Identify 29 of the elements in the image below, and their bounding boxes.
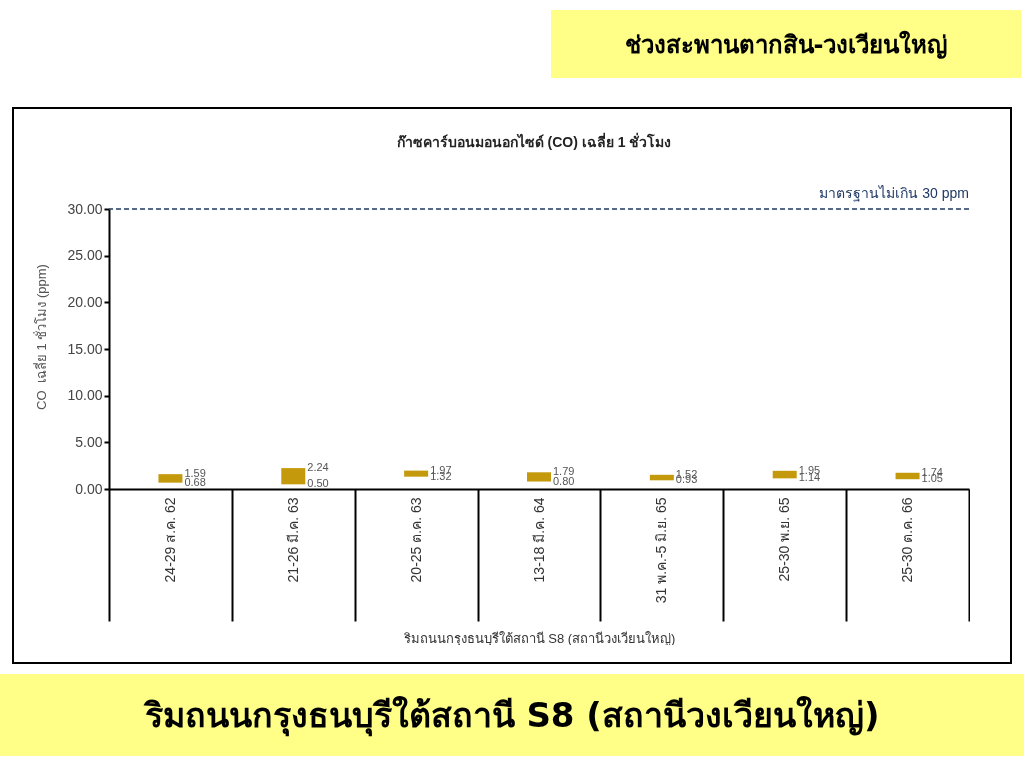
x-tick-label: 24-29 ส.ค. 62: [161, 497, 178, 583]
chart-title: ก๊าซคาร์บอนมอนอกไซด์ (CO) เฉลี่ย 1 ชั่วโมง: [395, 131, 673, 152]
bar: [895, 472, 920, 480]
bar: [772, 470, 797, 479]
x-tick-label: 20-25 ต.ค. 63: [407, 497, 424, 583]
x-tick-label: 13-18 มี.ค. 64: [530, 497, 547, 583]
y-tick-label: 30.00: [67, 200, 103, 217]
y-tick-label: 5.00: [75, 433, 103, 450]
x-tick-label: 31 พ.ค.-5 มิ.ย. 65: [653, 497, 670, 604]
x-tick-label: 25-30 ต.ค. 66: [899, 497, 916, 583]
y-tick-label: 0.00: [75, 480, 103, 497]
y-tick-label: 15.00: [67, 340, 103, 357]
y-axis-title: CO เฉลี่ย 1 ชั่วโมง (ppm): [32, 264, 50, 410]
y-tick-label: 25.00: [67, 247, 103, 264]
annotation: 0.50: [307, 477, 329, 490]
text: ช่วงสะพานตากสิน-วงเวียนใหญ่: [551, 10, 1021, 78]
bar: [649, 474, 674, 481]
x-tick-label: 25-30 พ.ย. 65: [776, 497, 793, 582]
x-tick-label: 21-26 มี.ค. 63: [284, 497, 301, 583]
annotation: 1.59: [184, 467, 206, 480]
y-tick-label: 10.00: [67, 387, 103, 404]
text: ริมถนนกรุงธนบุรีใต้สถานี S8 (สถานีวงเวียนใหญ่): [0, 674, 1024, 756]
bar: [404, 470, 429, 477]
ref-line-label: มาตรฐานไม่เกิน 30 ppm: [819, 185, 969, 202]
bar: [527, 472, 551, 482]
bar: [281, 468, 306, 485]
bar: [158, 474, 183, 483]
y-tick-label: 20.00: [67, 293, 103, 310]
annotation: 2.24: [307, 461, 329, 474]
